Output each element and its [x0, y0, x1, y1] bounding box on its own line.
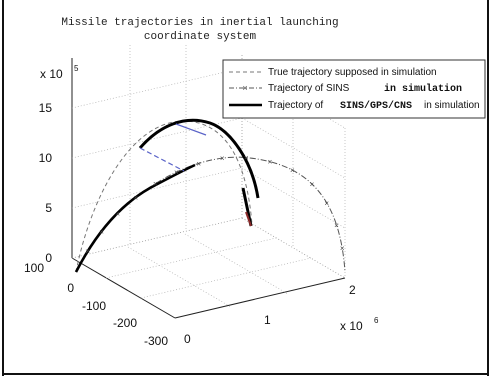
y-tick-label: 0 [67, 281, 74, 295]
z-axis-multiplier-exponent: 5 [74, 64, 79, 73]
legend-entry-true: True trajectory supposed in simulation [268, 67, 437, 78]
legend-entry-sins-suffix: in simulation [384, 83, 462, 95]
series-true-trajectory [75, 120, 253, 273]
frame-border-left [2, 0, 4, 376]
legend: True trajectory supposed in simulation ×… [222, 59, 486, 119]
x-axis-multiplier-exponent: 6 [374, 316, 379, 325]
legend-entry-sins: Trajectory of SINS [268, 83, 350, 94]
sins-marker: × [268, 158, 273, 167]
series-sins-gps-cns-trajectory [74, 163, 196, 273]
legend-x-marker-icon: × [242, 83, 247, 93]
legend-entry-gps-prefix: Trajectory of [268, 100, 323, 111]
chart-title-line-1: Missile trajectories in inertial launchi… [61, 17, 338, 29]
x-tick-label: 0 [184, 332, 191, 346]
sins-markers: × × × × × × × × × × × × × × × [85, 154, 345, 256]
series-sins-gps-cns-arc [138, 118, 260, 199]
x-tick-label: 2 [349, 283, 356, 297]
series-connector-segment [245, 211, 252, 227]
frame-border-right [487, 0, 489, 376]
sins-marker: × [340, 244, 345, 253]
sins-marker: × [290, 166, 295, 175]
frame-border-bottom [2, 373, 489, 375]
sins-marker: × [220, 154, 225, 163]
sins-marker: × [153, 180, 158, 189]
sins-marker: × [324, 199, 329, 208]
sins-marker: × [133, 194, 138, 203]
series-connector-segment [175, 123, 207, 136]
chart-title-line-2: coordinate system [144, 31, 257, 43]
legend-box [222, 59, 486, 119]
legend-entry-gps-suffix: in simulation [424, 100, 480, 111]
z-tick-label: 5 [45, 201, 52, 215]
y-tick-label: -300 [144, 334, 168, 348]
sins-marker: × [196, 159, 201, 168]
sins-marker: × [174, 168, 179, 177]
z-axis-multiplier: x 10 [40, 67, 63, 81]
z-tick-label: 0 [45, 251, 52, 265]
grid-lines [71, 45, 346, 308]
trajectories: × × × × × × × × × × × × × × × [74, 118, 346, 273]
y-tick-label: 100 [24, 261, 44, 275]
y-tick-label: -100 [82, 299, 106, 313]
legend-entry-gps-bold: SINS/GPS/CNS [340, 100, 412, 112]
y-tick-label: -200 [113, 316, 137, 330]
sins-marker: × [115, 210, 120, 219]
sins-marker: × [244, 154, 249, 163]
x-axis-multiplier: x 10 [340, 319, 363, 333]
series-connector-segment [139, 147, 185, 172]
z-tick-label: 10 [39, 151, 53, 165]
z-tick-label: 15 [39, 101, 53, 115]
x-tick-label: 1 [264, 313, 271, 327]
sins-marker: × [85, 247, 90, 256]
sins-marker: × [99, 227, 104, 236]
sins-marker: × [334, 221, 339, 230]
sins-marker: × [310, 180, 315, 189]
